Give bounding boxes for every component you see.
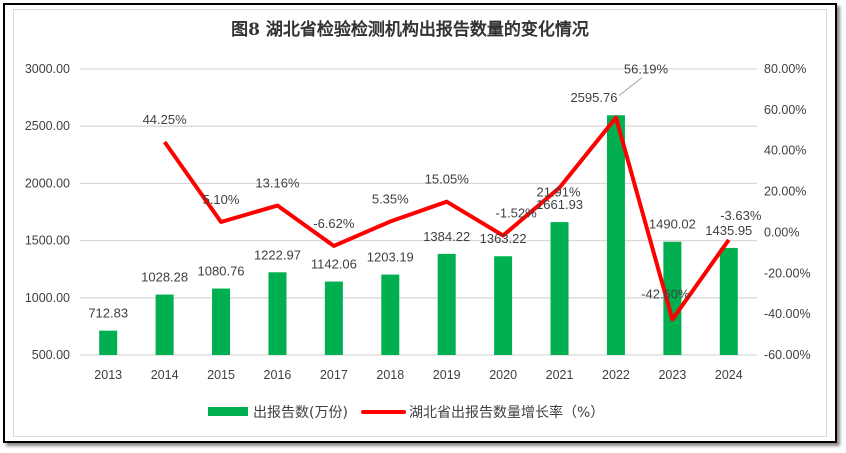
line-data-label: 56.19% [624,62,669,77]
bar-data-label: 1661.93 [536,197,583,212]
bar-data-label: 1490.02 [649,217,696,232]
bar-data-label: 1028.28 [141,270,188,285]
bar-data-label: 1384.22 [423,229,470,244]
bar-data-label: 712.83 [88,306,128,321]
bar [437,253,456,355]
x-axis-tick-label: 2023 [658,368,686,382]
bar-data-label: 2595.76 [570,90,617,105]
leader-line [618,77,643,97]
bar [381,274,400,355]
x-axis-tick-label: 2018 [376,368,404,382]
x-axis-tick-label: 2013 [94,368,122,382]
line-data-label: 5.10% [203,192,240,207]
left-axis-tick-label: 1500.00 [25,234,70,248]
bar [324,281,343,355]
right-axis-tick-label: -60.00% [764,348,811,362]
line-data-label: 44.25% [143,112,188,127]
x-axis-tick-label: 2016 [264,368,292,382]
right-axis-tick-label: 0.00% [764,225,799,239]
left-axis-tick-label: 2000.00 [25,176,70,190]
chart-frame [3,3,837,443]
bar-data-label: 1222.97 [254,247,301,262]
legend-line-label: 湖北省出报告数量增长率（%） [409,404,604,421]
right-axis-tick-label: 80.00% [764,62,806,76]
right-axis-tick-label: -20.00% [764,266,811,280]
x-axis-tick-label: 2014 [151,368,179,382]
line-data-label: 21.91% [536,185,581,200]
line-data-label: 13.16% [255,176,300,191]
legend-bar-swatch [208,407,248,416]
left-axis-tick-label: 1000.00 [25,291,70,305]
right-axis-tick-label: 40.00% [764,144,806,158]
bar-data-label: 1203.19 [367,250,414,265]
right-axis-tick-label: -40.00% [764,307,811,321]
x-axis-tick-label: 2024 [715,368,743,382]
bar [606,115,625,355]
right-axis-tick-label: 20.00% [764,185,806,199]
x-axis-tick-label: 2019 [433,368,461,382]
line-data-label: 15.05% [425,172,470,187]
right-axis-tick-label: 60.00% [764,103,806,117]
x-axis-tick-label: 2022 [602,368,630,382]
legend-bar-label: 出报告数(万份) [253,405,348,421]
x-axis-tick-label: 2017 [320,368,348,382]
bar [155,294,174,355]
bar [99,330,118,355]
x-axis-tick-label: 2015 [207,368,235,382]
bar [212,288,231,355]
left-axis-tick-label: 2500.00 [25,119,70,133]
bar-data-label: 1080.76 [198,264,245,279]
chart-area [13,9,827,437]
line-data-label: -6.62% [313,216,355,231]
bar [494,256,513,355]
bar [550,222,569,355]
bar [268,272,287,355]
legend: 出报告数(万份) 湖北省出报告数量增长率（%） [208,404,604,421]
line-data-label: -1.52% [496,206,538,221]
x-axis-tick-label: 2020 [489,368,517,382]
left-axis-tick-label: 500.00 [32,348,70,362]
bar-data-label: 1435.95 [705,223,752,238]
line-data-label: -42.60% [641,286,690,301]
line-data-label: -3.63% [720,208,762,223]
bar-data-label: 1142.06 [311,257,357,272]
bar [663,241,682,355]
bar [719,247,738,355]
line-data-label: 5.35% [372,191,409,206]
chart-title: 图8 湖北省检验检测机构出报告数量的变化情况 [231,19,589,40]
x-axis-tick-label: 2021 [546,368,574,382]
bar-data-label: 1363.22 [480,231,527,246]
left-axis-tick-label: 3000.00 [25,62,70,76]
